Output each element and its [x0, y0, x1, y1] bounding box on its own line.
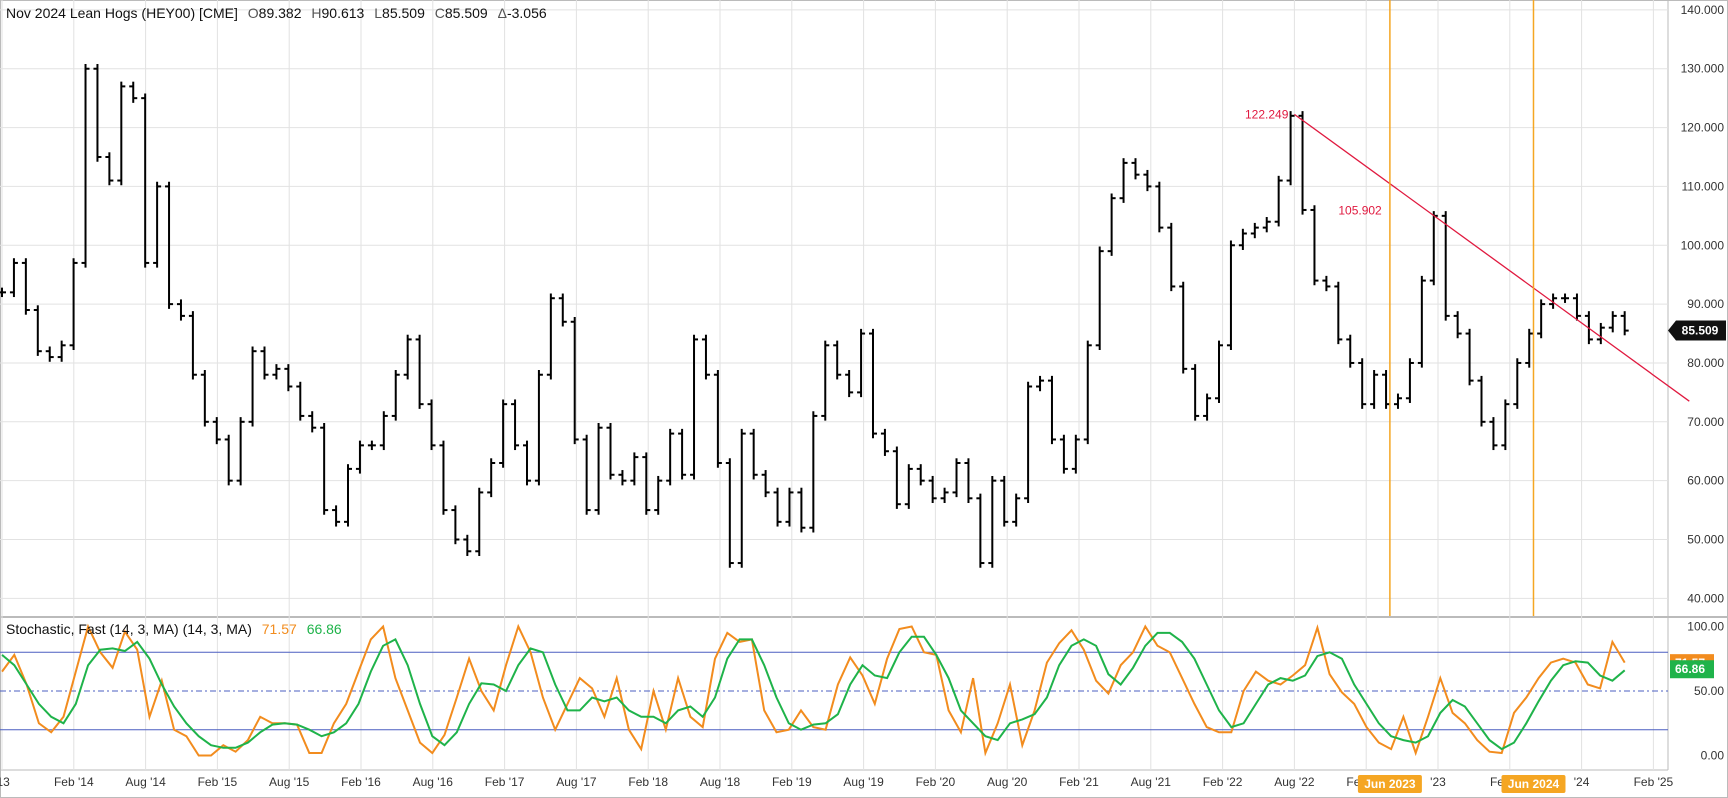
price-tick-label: 110.000 — [1682, 179, 1725, 193]
price-tick-label: 40.000 — [1687, 591, 1724, 605]
price-tick-label: 60.000 — [1687, 474, 1724, 488]
price-tick-label: 50.000 — [1687, 533, 1724, 547]
price-tick-label: 90.000 — [1687, 297, 1724, 311]
time-tick-label: Aug '16 — [413, 775, 454, 789]
stochastic-title: Stochastic, Fast (14, 3, MA) (14, 3, MA) — [6, 621, 252, 637]
time-tick-label: Aug '17 — [556, 775, 597, 789]
stochastic-tick-label: 0.00 — [1701, 749, 1725, 763]
time-tick-label: Feb '18 — [628, 775, 668, 789]
time-tick-label: Aug '20 — [987, 775, 1028, 789]
contract-name: Nov 2024 Lean Hogs (HEY00) [CME] — [6, 5, 238, 21]
time-marker-label: Jun 2023 — [1364, 777, 1416, 791]
time-tick-label: Aug '19 — [843, 775, 884, 789]
open-value: 89.382 — [259, 5, 302, 21]
stochastic-tick-label: 100.00 — [1687, 619, 1724, 633]
time-tick-label: Feb '17 — [485, 775, 525, 789]
price-annotation: 105.902 — [1338, 204, 1382, 218]
time-marker-label: Jun 2024 — [1508, 777, 1560, 791]
time-tick-label: Feb '14 — [54, 775, 94, 789]
time-tick-label: Feb '20 — [916, 775, 956, 789]
last-price-label: 85.509 — [1682, 324, 1719, 338]
stochastic-k-value: 71.57 — [262, 621, 297, 637]
stochastic-d-badge — [1670, 660, 1714, 679]
axes: 140.000 130.000 120.000 110.000 100.000 90.00… — [0, 3, 1726, 793]
stochastic-d-line[interactable] — [1, 631, 1626, 751]
stochastic-lines[interactable] — [0, 623, 1668, 757]
time-tick-label: Aug '15 — [269, 775, 310, 789]
price-tick-label: 140.000 — [1681, 3, 1725, 17]
price-tick-label: 70.000 — [1687, 415, 1724, 429]
time-tick-label: Aug '22 — [1274, 775, 1315, 789]
time-tick-label: Feb '16 — [341, 775, 381, 789]
low-label: L — [374, 5, 382, 21]
high-label: H — [311, 5, 321, 21]
change-label: Δ — [498, 5, 507, 21]
time-tick-label: '13 — [0, 775, 10, 789]
last-price-badge — [1668, 320, 1726, 341]
stochastic-d-badge-label: 66.86 — [1675, 662, 1705, 676]
stochastic-legend: Stochastic, Fast (14, 3, MA) (14, 3, MA)… — [6, 621, 342, 637]
time-marker-badge — [1501, 775, 1566, 793]
stochastic-tick-label: 50.00 — [1694, 684, 1724, 698]
time-marker-badge — [1357, 775, 1422, 793]
high-value: 90.613 — [322, 5, 365, 21]
stochastic-k-line[interactable] — [1, 623, 1626, 757]
price-tick-label: 130.000 — [1681, 62, 1725, 76]
low-value: 85.509 — [382, 5, 425, 21]
time-tick-label: '23 — [1430, 775, 1446, 789]
time-tick-label: Feb '21 — [1059, 775, 1099, 789]
time-tick-label: Feb '15 — [198, 775, 238, 789]
trendline[interactable] — [1294, 113, 1690, 402]
price-bars[interactable]: 122.249 105.902 — [0, 0, 1690, 616]
open-label: O — [248, 5, 259, 21]
price-tick-label: 80.000 — [1687, 356, 1724, 370]
stochastic-d-value: 66.86 — [307, 621, 342, 637]
time-tick-label: Feb '22 — [1203, 775, 1243, 789]
price-annotation: 122.249 — [1245, 107, 1289, 121]
price-tick-label: 120.000 — [1681, 121, 1725, 135]
chart-legend: Nov 2024 Lean Hogs (HEY00) [CME] O89.382… — [6, 5, 547, 21]
time-tick-label: Aug '18 — [700, 775, 741, 789]
time-tick-label: Aug '21 — [1131, 775, 1172, 789]
price-tick-label: 100.000 — [1681, 238, 1725, 252]
time-tick-label: Feb '25 — [1634, 775, 1674, 789]
time-tick-label: Feb '19 — [772, 775, 812, 789]
time-tick-label: Aug '14 — [125, 775, 166, 789]
close-label: C — [435, 5, 445, 21]
close-value: 85.509 — [445, 5, 488, 21]
time-tick-label: '24 — [1574, 775, 1590, 789]
change-value: -3.056 — [507, 5, 547, 21]
